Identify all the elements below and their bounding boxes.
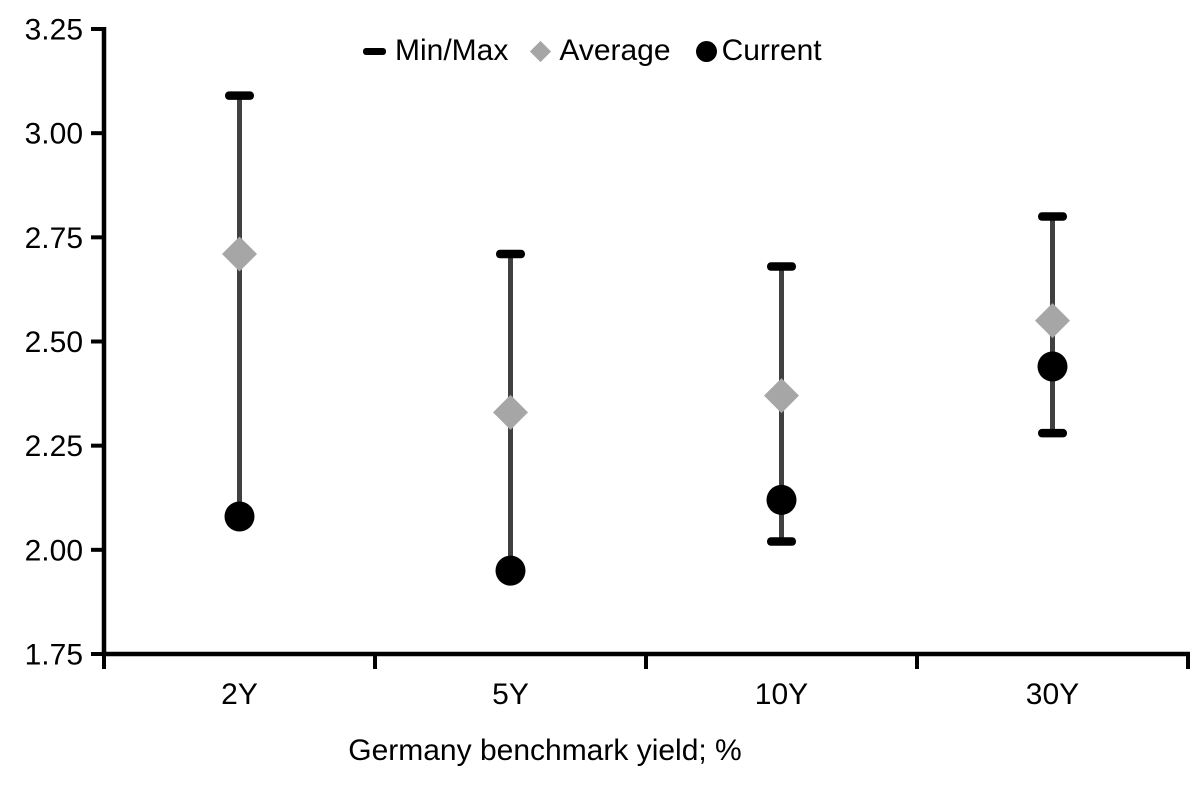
x-category-label-5Y: 5Y — [492, 678, 529, 711]
y-tick-label: 3.00 — [25, 118, 83, 151]
legend-item-minmax: Min/Max — [363, 36, 508, 66]
y-tick-label: 2.75 — [25, 222, 83, 255]
y-tick-label: 1.75 — [25, 639, 83, 672]
average-marker-10Y — [764, 378, 799, 414]
y-tick-label: 2.00 — [25, 534, 83, 567]
y-tick-label: 3.25 — [25, 14, 83, 47]
legend-label-average: Average — [559, 34, 671, 67]
average-diamond-icon — [530, 40, 552, 62]
average-marker-5Y — [493, 394, 528, 430]
max-cap-5Y — [496, 249, 525, 259]
average-marker-30Y — [1035, 303, 1070, 339]
x-category-label-10Y: 10Y — [755, 678, 808, 711]
legend-label-minmax: Min/Max — [395, 34, 509, 67]
min-cap-30Y — [1038, 428, 1067, 438]
max-cap-30Y — [1038, 212, 1067, 221]
current-marker-10Y — [766, 484, 797, 515]
y-tick-label: 2.50 — [25, 326, 83, 359]
max-cap-10Y — [767, 262, 796, 271]
average-marker-2Y — [222, 236, 257, 272]
current-marker-2Y — [224, 501, 255, 532]
legend-item-current: Current — [695, 34, 822, 67]
legend-item-average: Average — [530, 34, 671, 67]
y-tick-label: 2.25 — [25, 430, 83, 463]
x-category-label-30Y: 30Y — [1026, 678, 1079, 711]
x-axis-title: Germany benchmark yield; % — [348, 734, 742, 767]
current-marker-30Y — [1037, 351, 1068, 382]
max-cap-2Y — [225, 91, 254, 100]
current-marker-5Y — [495, 555, 526, 586]
current-circle-icon — [695, 40, 717, 62]
legend-label-current: Current — [721, 34, 822, 67]
min-cap-10Y — [767, 537, 796, 546]
chart-legend: Min/Max Average Current — [363, 36, 822, 66]
minmax-dash-icon — [363, 47, 386, 55]
x-category-label-2Y: 2Y — [221, 678, 258, 711]
